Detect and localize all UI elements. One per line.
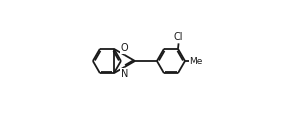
- Text: Cl: Cl: [174, 32, 183, 42]
- Text: O: O: [121, 43, 128, 53]
- Text: Me: Me: [189, 56, 202, 66]
- Text: N: N: [121, 69, 128, 79]
